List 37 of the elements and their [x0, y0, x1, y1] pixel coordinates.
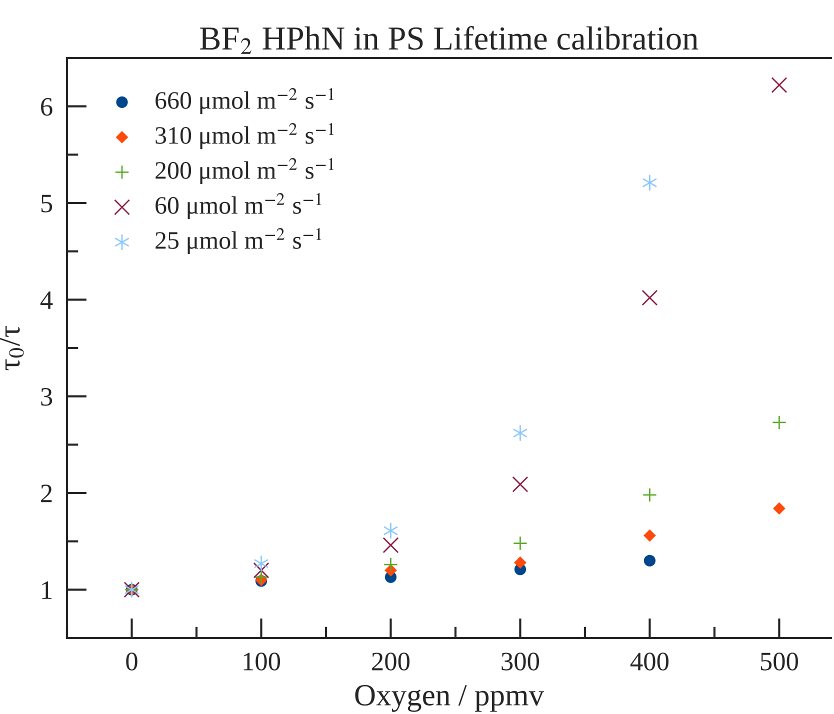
point [642, 290, 658, 306]
y-tick-label: 2 [41, 484, 52, 502]
legend-label: 60 μmol m$^{−2}$ s$^{−1}$ [156, 193, 322, 219]
y-tick-label: 1 [42, 581, 52, 599]
legend-label: 310 μmol m$^{−2}$ s$^{−1}$ [156, 123, 334, 149]
point [514, 556, 526, 569]
y-tick-label: 4 [40, 291, 53, 309]
y-tick-label: 5 [41, 194, 52, 212]
point [513, 425, 528, 442]
y-tick-label: 6 [41, 98, 52, 116]
point [771, 77, 788, 94]
point [772, 415, 786, 430]
x-tick-label: 500 [760, 652, 798, 670]
point [383, 557, 398, 572]
x-axis-title: Oxygen / ppmv [355, 685, 544, 712]
x-tick-label: 100 [244, 652, 280, 670]
point [254, 556, 268, 572]
point [642, 488, 657, 502]
x-tick-label: 400 [630, 652, 668, 670]
x-tick-label: 0 [126, 652, 138, 670]
point [512, 536, 528, 551]
y-tick-label: 3 [41, 388, 52, 406]
point [644, 554, 656, 566]
point [382, 537, 399, 554]
legend-label: 25 μmol m$^{−2}$ s$^{−1}$ [156, 228, 322, 254]
point [253, 562, 270, 578]
point [254, 570, 269, 584]
legend-label: 200 μmol m$^{−2}$ s$^{−1}$ [156, 158, 334, 184]
chart-title: BF$_{2}$ HPhN in PS Lifetime calibration [200, 26, 698, 54]
x-tick-label: 200 [372, 652, 410, 670]
point [644, 529, 656, 542]
point [642, 174, 657, 191]
point [772, 502, 786, 515]
x-tick-label: 300 [502, 652, 540, 670]
legend-label: 660 μmol m$^{−2}$ s$^{−1}$ [156, 88, 334, 114]
point [384, 522, 398, 539]
point [512, 476, 528, 492]
